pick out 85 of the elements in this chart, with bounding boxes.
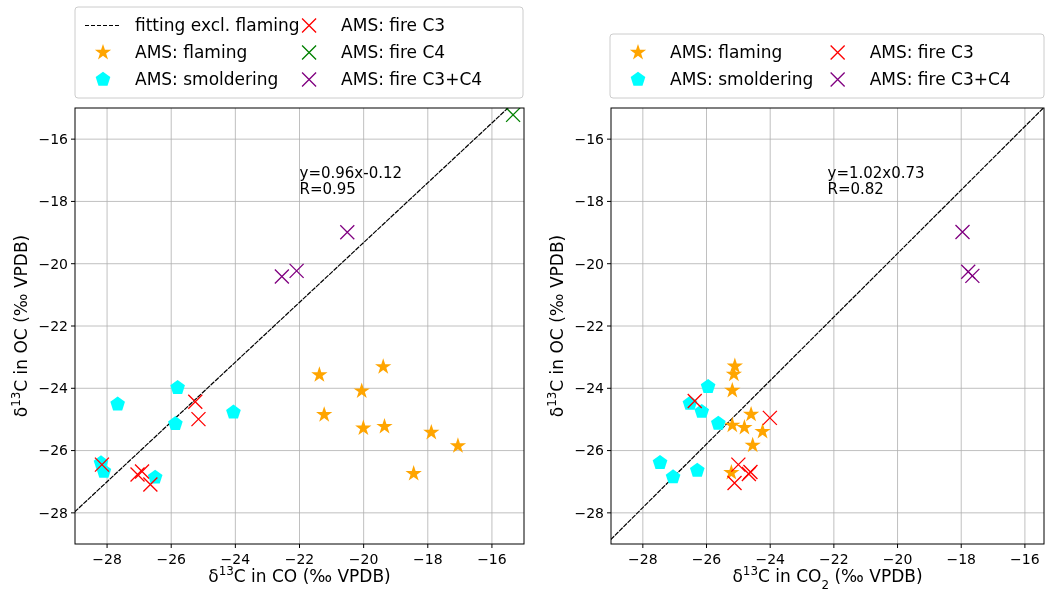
point	[700, 379, 716, 393]
y-tick-label: −24	[574, 380, 605, 397]
x-tick-label: −18	[413, 551, 443, 567]
point	[355, 419, 372, 436]
legend-label: AMS: smoldering	[670, 69, 814, 90]
legend-label: AMS: flaming	[135, 42, 248, 63]
point	[170, 379, 185, 394]
point	[190, 411, 207, 427]
point	[316, 406, 333, 422]
y-tick-label: −26	[38, 442, 69, 459]
point	[110, 396, 125, 411]
point	[405, 465, 422, 481]
point	[710, 415, 726, 430]
x-tick-label: −28	[92, 551, 122, 567]
point	[226, 404, 241, 419]
point	[288, 263, 305, 279]
point	[730, 456, 746, 473]
point	[694, 403, 710, 418]
point	[142, 476, 159, 493]
point	[736, 418, 753, 435]
x-tick-label: −22	[284, 551, 315, 567]
point	[353, 382, 370, 399]
x-axis-title: δ$^{13}$C in CO (‰ VPDB)	[208, 564, 391, 586]
x-tick-label: −18	[946, 551, 976, 567]
annotation: y=1.02x0.73 R=0.82	[827, 163, 925, 199]
point	[376, 418, 393, 434]
point	[726, 475, 743, 491]
legend-label: AMS: fire C3	[869, 42, 974, 63]
point	[689, 462, 705, 477]
y-tick-label: −26	[574, 442, 605, 459]
y-tick-label: −18	[38, 193, 68, 210]
point	[744, 436, 761, 453]
point	[129, 466, 146, 483]
legend-label: AMS: fire C3+C4	[869, 69, 1011, 90]
y-tick-label: −18	[574, 193, 604, 210]
point	[375, 358, 392, 374]
annotation: y=0.96x-0.12 R=0.95	[299, 163, 403, 199]
point	[311, 366, 328, 382]
point	[168, 416, 183, 431]
x-axis-title: δ$^{13}$C in CO$_{2}$ (‰ VPDB)	[732, 564, 923, 591]
y-tick-label: −28	[38, 504, 68, 521]
point	[687, 393, 703, 409]
y-tick-label: −28	[574, 504, 604, 521]
point	[665, 469, 681, 484]
point	[147, 469, 163, 484]
legend-label: fitting excl. flaming	[135, 15, 300, 36]
point	[723, 464, 740, 480]
legend-label: AMS: fire C3	[341, 15, 446, 36]
x-tick-label: −22	[819, 551, 849, 567]
point	[762, 410, 778, 426]
point	[742, 405, 760, 422]
x-tick-label: −24	[755, 551, 786, 567]
x-tick-label: −26	[156, 551, 187, 567]
legend-label: AMS: flaming	[670, 42, 783, 63]
point	[187, 394, 203, 410]
point	[652, 455, 668, 469]
point	[423, 423, 440, 440]
y-tick-label: −16	[38, 131, 69, 148]
legend-label: AMS: fire C4	[341, 42, 446, 63]
point	[964, 268, 981, 284]
x-tick-label: −20	[348, 551, 379, 567]
y-tick-label: −20	[38, 255, 68, 272]
y-tick-label: −20	[574, 255, 604, 272]
y-tick-label: −22	[574, 317, 604, 334]
point	[274, 268, 290, 285]
y-tick-label: −22	[38, 317, 68, 334]
point	[449, 437, 467, 453]
x-tick-label: −24	[220, 551, 251, 567]
x-tick-label: −16	[1010, 551, 1040, 567]
y-tick-label: −24	[38, 380, 69, 397]
point	[724, 416, 741, 433]
x-tick-label: −20	[882, 551, 913, 567]
legend-label: AMS: smoldering	[135, 69, 279, 90]
point	[954, 224, 971, 240]
point	[724, 381, 741, 398]
point	[339, 224, 355, 240]
legend-label: AMS: fire C3+C4	[341, 69, 483, 90]
point	[134, 463, 150, 480]
point	[505, 108, 521, 123]
x-tick-label: −16	[477, 551, 507, 567]
x-tick-label: −28	[628, 551, 658, 567]
x-tick-label: −26	[691, 551, 722, 567]
point	[960, 264, 976, 280]
point	[754, 423, 771, 439]
y-tick-label: −16	[574, 131, 605, 148]
